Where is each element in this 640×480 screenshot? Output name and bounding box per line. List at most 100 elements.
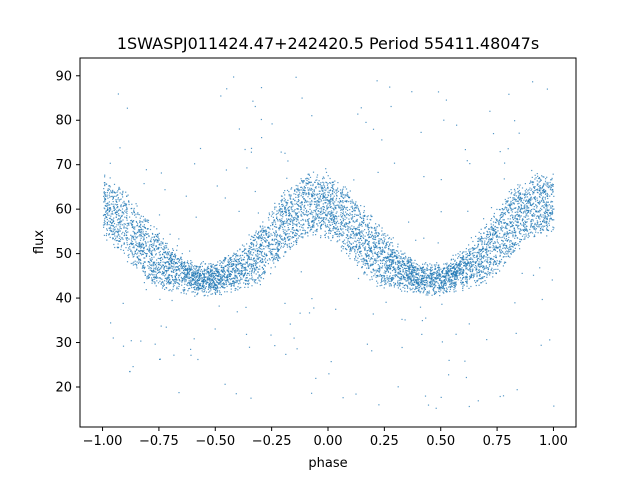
data-point <box>260 251 262 253</box>
data-point <box>189 287 191 289</box>
data-point <box>507 211 509 213</box>
data-point <box>146 237 148 239</box>
data-point <box>476 266 478 268</box>
data-point <box>427 292 429 294</box>
data-point <box>166 247 168 249</box>
data-point <box>417 273 419 275</box>
data-point <box>553 195 555 197</box>
data-point <box>174 275 176 277</box>
data-point <box>205 286 207 288</box>
data-point <box>152 279 154 281</box>
data-point <box>411 269 413 271</box>
data-point <box>324 194 327 196</box>
data-point <box>483 254 485 257</box>
data-point <box>252 254 254 256</box>
data-point <box>428 274 430 276</box>
data-point <box>165 261 167 264</box>
data-point <box>284 302 286 304</box>
data-point <box>528 235 530 237</box>
data-point <box>184 267 186 269</box>
data-point <box>446 264 448 266</box>
data-point <box>295 214 297 216</box>
data-point <box>347 230 349 232</box>
data-point <box>357 208 359 210</box>
data-point <box>404 258 406 260</box>
data-point <box>130 220 132 222</box>
data-point <box>133 212 135 214</box>
data-point <box>324 230 326 232</box>
data-point <box>346 206 348 208</box>
data-point <box>271 257 273 259</box>
data-point <box>517 197 519 199</box>
data-point <box>503 262 505 264</box>
data-point <box>398 276 400 279</box>
data-point <box>297 199 300 201</box>
data-point <box>551 219 553 221</box>
data-point <box>410 278 412 280</box>
data-point <box>382 259 384 261</box>
data-point <box>278 249 280 251</box>
data-point <box>318 183 320 186</box>
data-point <box>416 286 418 288</box>
data-point <box>131 213 134 215</box>
data-point <box>533 212 535 214</box>
data-point <box>436 281 438 283</box>
data-point <box>234 276 236 278</box>
data-point <box>250 258 252 261</box>
data-point <box>375 261 377 263</box>
data-point <box>493 242 495 244</box>
data-point <box>139 234 141 236</box>
data-point <box>397 257 399 259</box>
data-point <box>424 268 426 270</box>
data-point <box>247 264 249 266</box>
data-point <box>470 269 472 271</box>
data-point <box>508 203 510 205</box>
data-point <box>285 201 287 203</box>
data-point <box>158 269 160 271</box>
data-point <box>172 271 174 273</box>
data-point <box>150 225 152 227</box>
data-point <box>410 265 412 267</box>
data-point <box>128 238 130 240</box>
data-point <box>145 253 147 255</box>
data-point <box>472 273 474 275</box>
data-point <box>492 276 494 278</box>
data-point <box>132 366 134 368</box>
data-point <box>387 267 389 269</box>
data-point <box>302 237 304 239</box>
data-point <box>347 209 349 211</box>
data-point <box>335 199 337 201</box>
data-point <box>423 289 425 291</box>
data-point <box>540 207 542 209</box>
data-point <box>410 271 412 273</box>
data-point <box>462 258 465 260</box>
data-point <box>332 197 334 199</box>
data-point <box>235 279 237 281</box>
data-point <box>430 267 432 269</box>
data-point <box>197 358 199 361</box>
data-point <box>489 238 491 240</box>
data-point <box>271 222 273 224</box>
data-point <box>534 227 536 229</box>
data-point <box>294 216 296 218</box>
data-point <box>154 250 156 252</box>
data-point <box>379 242 381 244</box>
data-point <box>279 227 281 229</box>
data-point <box>171 257 173 259</box>
data-point <box>477 246 479 248</box>
data-point <box>495 228 497 231</box>
data-point <box>252 252 255 254</box>
data-point <box>516 389 518 391</box>
data-point <box>412 283 414 285</box>
data-point <box>235 270 237 272</box>
data-point <box>313 226 315 228</box>
data-point <box>246 269 248 271</box>
data-point <box>279 241 281 243</box>
data-point <box>351 210 353 213</box>
data-point <box>267 263 269 265</box>
data-point <box>273 225 276 228</box>
data-point <box>188 281 190 283</box>
data-point <box>507 255 509 257</box>
data-point <box>110 213 112 215</box>
data-point <box>203 279 206 281</box>
